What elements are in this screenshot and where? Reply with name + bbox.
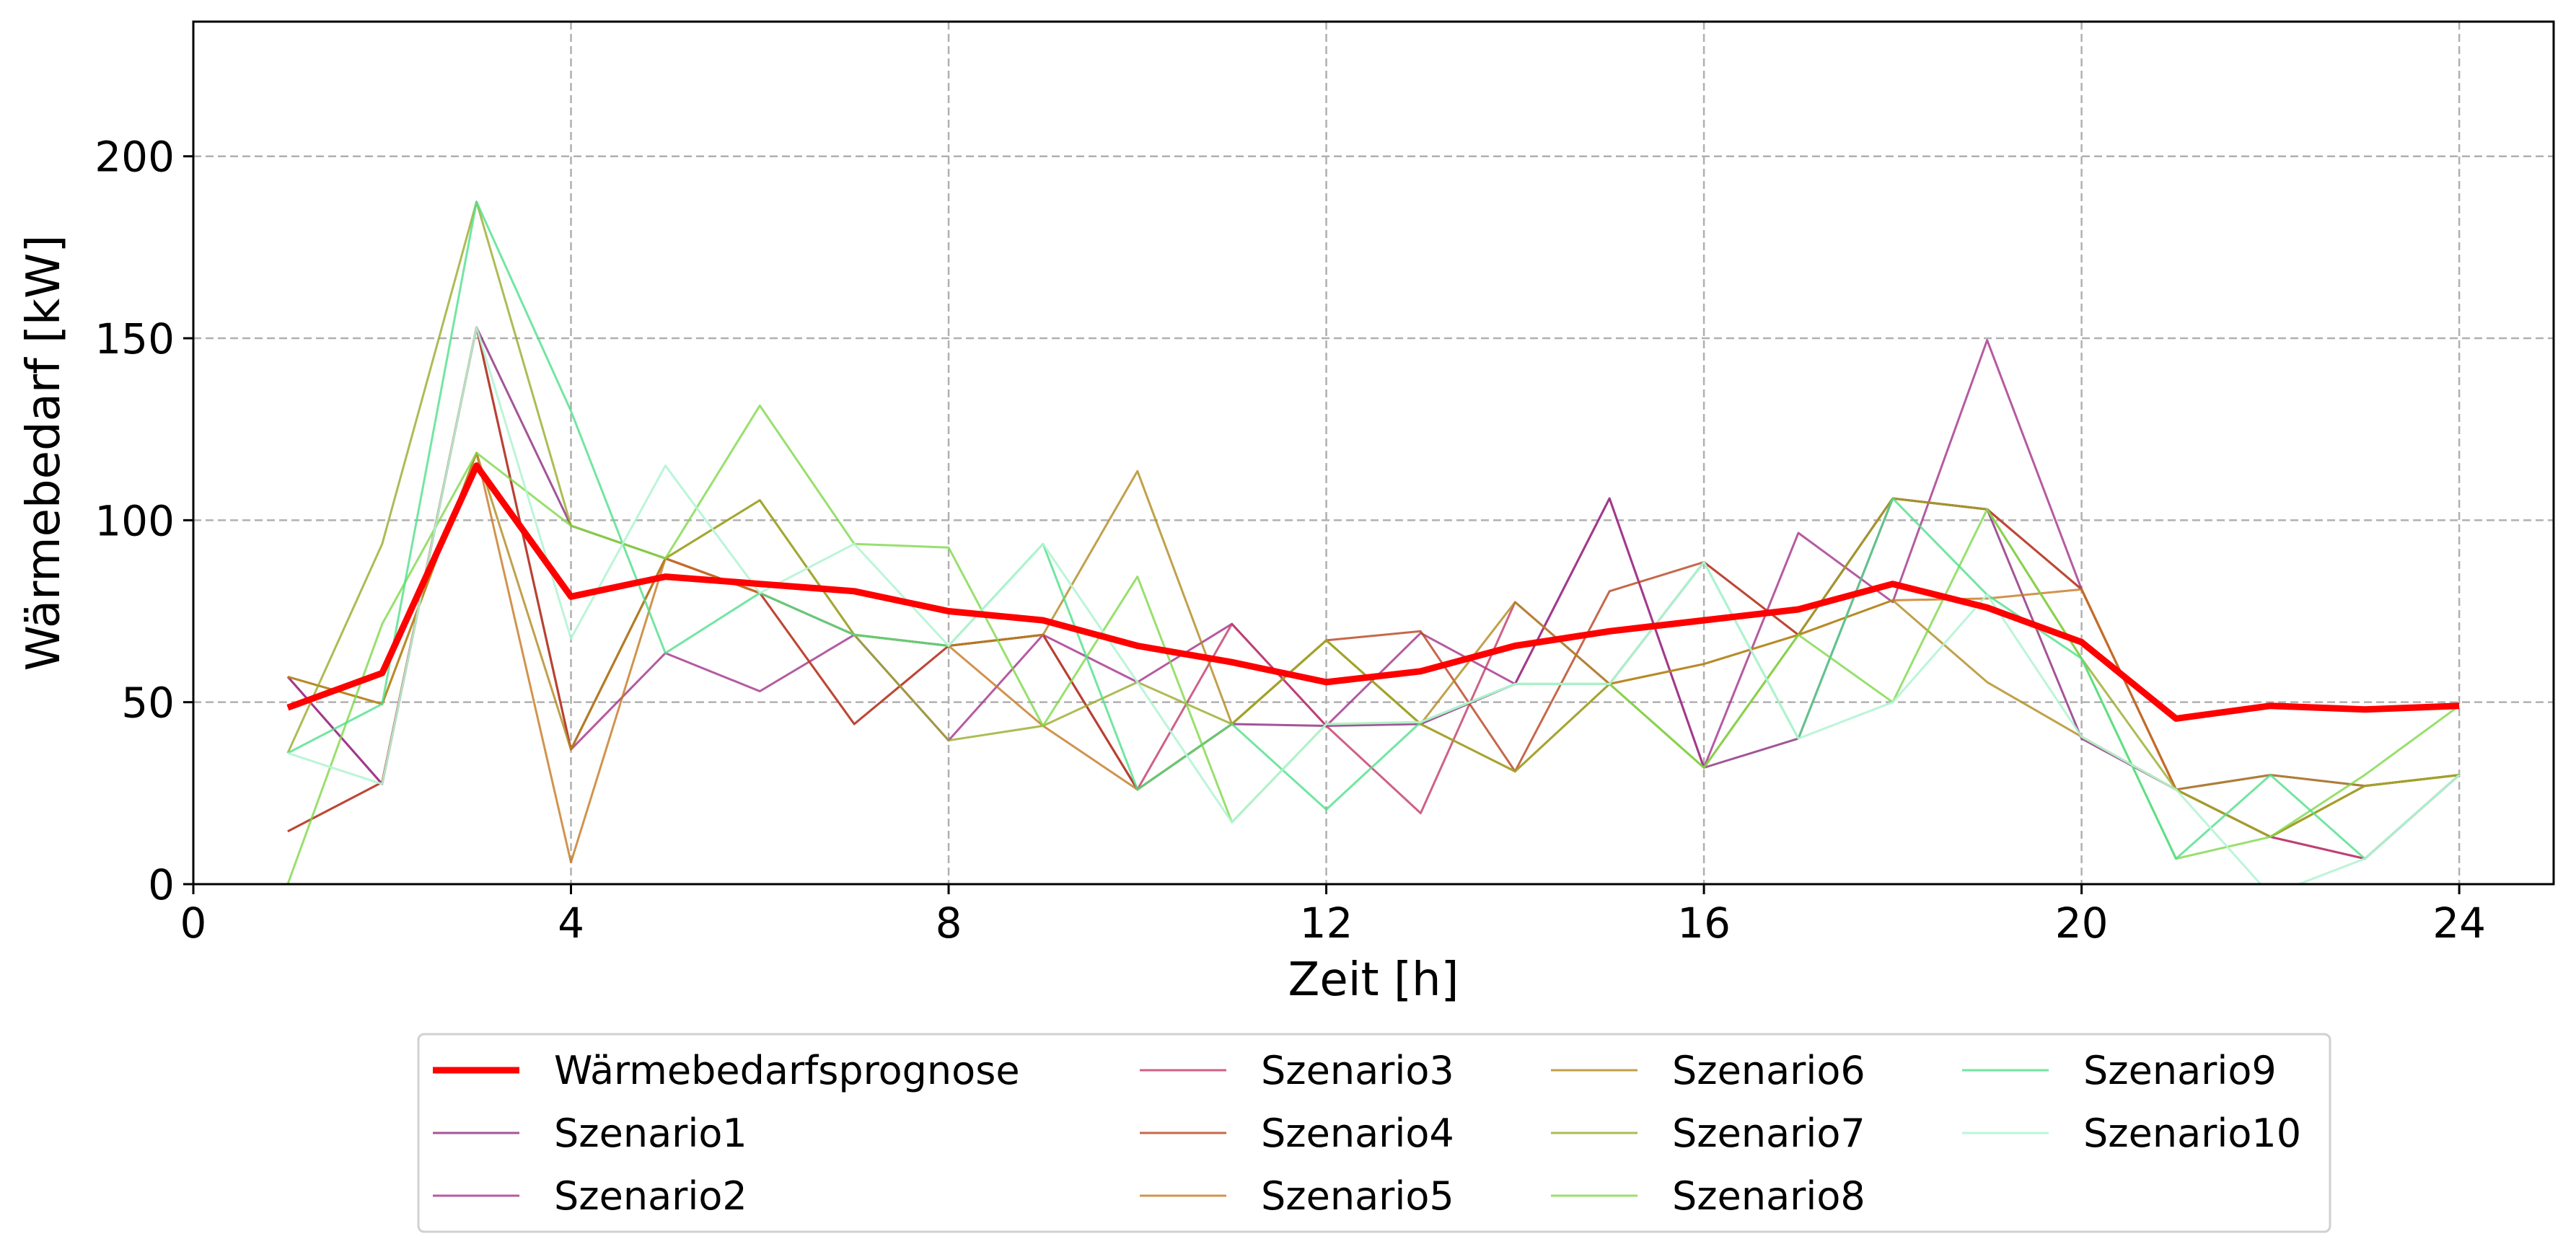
x-tick-label: 8 [936,899,962,948]
legend-label: Szenario1 [554,1111,747,1156]
series-line-szenario2 [286,326,2461,860]
x-tick-label: 24 [2432,899,2486,948]
legend: Wärmebedarfsprognose Szenario1 Szenario2 Sz… [417,1033,2331,1233]
series-line-szenario9 [287,200,2461,860]
legend-label: Szenario10 [2083,1111,2301,1156]
series-line-szenario3 [287,326,2461,860]
series-line-szenario4 [287,326,2460,838]
axis-ticks: 0 4 8 12 16 20 24 0 50 100 150 200 [94,133,2486,948]
x-tick-label: 4 [558,899,584,948]
legend-label: Szenario8 [1672,1173,1865,1219]
legend-label: Szenario9 [2083,1048,2277,1093]
x-tick-label: 20 [2055,899,2109,948]
x-axis-label: Zeit [h] [1288,953,1459,1007]
legend-label: Szenario4 [1261,1111,1454,1156]
x-tick-label: 12 [1300,899,1353,948]
legend-box [417,1033,2331,1233]
plot-area-frame [192,20,2555,886]
series-line-szenario5 [287,451,2460,864]
y-axis-label: Wärmebedarf [kW] [17,235,71,671]
grid-lines [193,22,2554,884]
series-line-szenario6 [287,451,2460,791]
series-line-szenario10 [287,326,2461,884]
series-lines [286,200,2461,884]
series-line-szenario1 [286,326,2460,791]
x-tick-label: 16 [1677,899,1731,948]
series-line-szenario8 [286,404,2460,884]
y-tick-label: 100 [94,496,175,545]
legend-label: Szenario3 [1261,1048,1454,1093]
legend-label: Szenario7 [1672,1111,1865,1156]
legend-label: Szenario5 [1261,1173,1454,1219]
y-tick-label: 150 [94,314,175,363]
y-tick-label: 200 [94,133,175,182]
x-tick-label: 0 [180,899,207,948]
legend-label: Szenario6 [1672,1048,1865,1093]
y-tick-label: 0 [148,860,175,909]
series-line-wärmebedarfsprognose [286,462,2460,722]
legend-label: Szenario2 [554,1173,747,1219]
legend-label: Wärmebedarfsprognose [554,1048,1020,1093]
y-tick-label: 50 [121,679,175,728]
